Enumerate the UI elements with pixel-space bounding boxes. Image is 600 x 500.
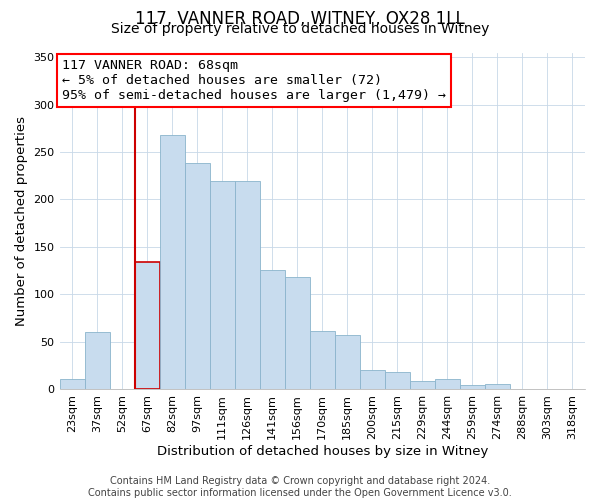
Bar [134,262,160,389]
Bar [310,331,335,389]
Bar [335,335,360,389]
Bar [160,135,185,389]
Y-axis label: Number of detached properties: Number of detached properties [15,116,28,326]
Bar [360,370,385,389]
Bar [285,277,310,389]
Bar [59,378,85,389]
Text: Contains HM Land Registry data © Crown copyright and database right 2024.
Contai: Contains HM Land Registry data © Crown c… [88,476,512,498]
Bar [185,164,209,389]
Bar [460,385,485,389]
Bar [485,384,510,389]
Bar [385,372,410,389]
Text: 117 VANNER ROAD: 68sqm
← 5% of detached houses are smaller (72)
95% of semi-deta: 117 VANNER ROAD: 68sqm ← 5% of detached … [62,59,446,102]
Bar [85,332,110,389]
Bar [235,182,260,389]
X-axis label: Distribution of detached houses by size in Witney: Distribution of detached houses by size … [157,444,488,458]
Bar [260,270,285,389]
Text: Size of property relative to detached houses in Witney: Size of property relative to detached ho… [111,22,489,36]
Bar [435,380,460,389]
Bar [209,182,235,389]
Text: 117, VANNER ROAD, WITNEY, OX28 1LL: 117, VANNER ROAD, WITNEY, OX28 1LL [135,10,465,28]
Bar [410,382,435,389]
